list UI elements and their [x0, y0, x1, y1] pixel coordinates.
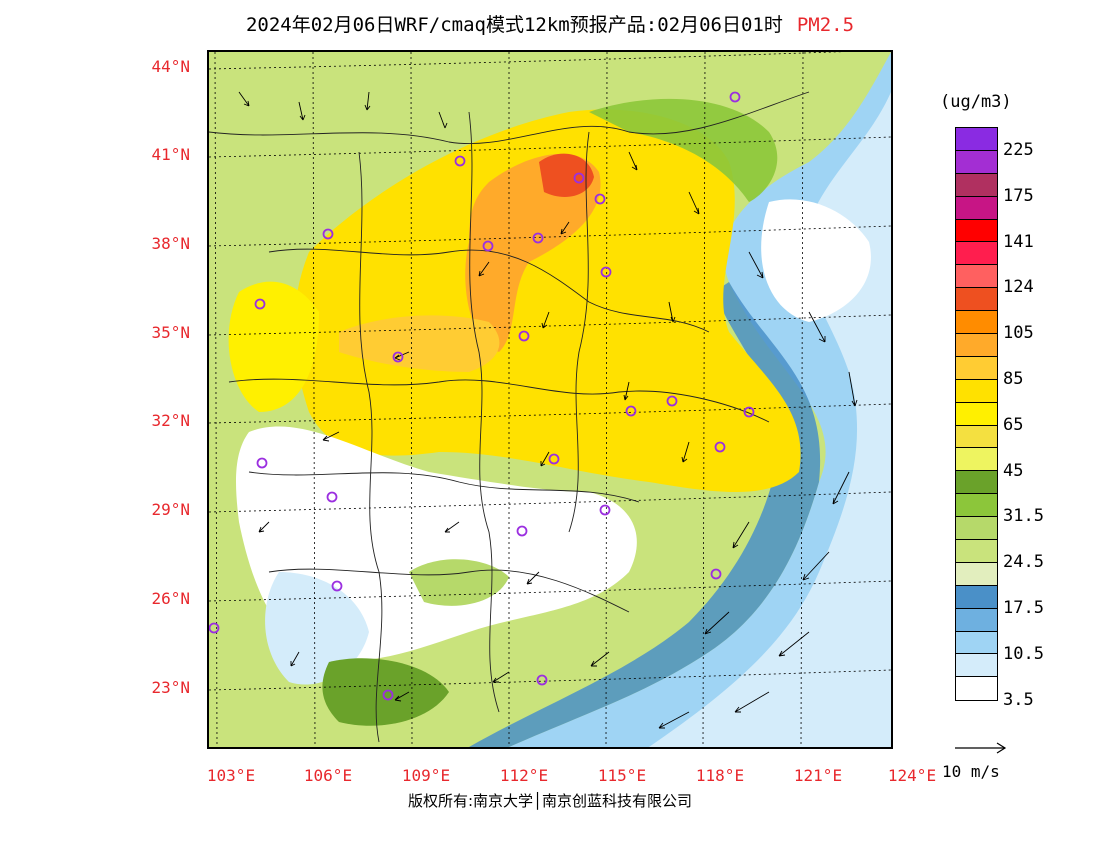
lon-label-103: 103°E [206, 766, 256, 785]
bohai-region [761, 199, 871, 322]
lon-label-121: 121°E [793, 766, 843, 785]
legend-swatch-23 [956, 654, 997, 678]
lat-lon-grid [209, 52, 891, 747]
legend-swatch-1 [956, 150, 997, 174]
legend-swatch-5 [956, 242, 997, 266]
legend-label-10: 17.5 [1003, 597, 1044, 618]
lat-label-26: 26°N [151, 589, 190, 608]
legend-swatch-18 [956, 540, 997, 563]
legend-swatch-6 [956, 265, 997, 289]
orange-hotspot-west [339, 315, 500, 372]
city-station-markers [209, 91, 755, 701]
legend-label-1: 175 [1003, 185, 1034, 206]
lat-label-44: 44°N [151, 57, 190, 76]
province-boundaries [209, 91, 810, 743]
legend-label-3: 124 [1003, 277, 1034, 298]
legend-label-8: 31.5 [1003, 506, 1044, 527]
legend-swatch-19 [956, 562, 997, 586]
color-legend [955, 127, 998, 702]
title-text: 2024年02月06日WRF/cmaq模式12km预报产品:02月06日01时 [245, 14, 783, 36]
pm25-forecast-map [207, 50, 893, 749]
red-hotspot [539, 153, 594, 197]
legend-label-11: 10.5 [1003, 643, 1044, 664]
legend-swatch-21 [956, 608, 997, 632]
lon-label-109: 109°E [401, 766, 451, 785]
lon-label-106: 106°E [303, 766, 353, 785]
map-title: 2024年02月06日WRF/cmaq模式12km预报产品:02月06日01时 P… [0, 10, 1100, 37]
legend-swatch-8 [956, 311, 997, 335]
lon-label-112: 112°E [499, 766, 549, 785]
legend-swatch-14 [956, 448, 997, 472]
legend-swatch-4 [956, 219, 997, 243]
lat-label-35: 35°N [151, 323, 190, 342]
legend-label-5: 85 [1003, 368, 1024, 389]
lat-label-23: 23°N [151, 678, 190, 697]
orange-hotspot-north [465, 153, 601, 352]
legend-label-7: 45 [1003, 460, 1024, 481]
legend-swatch-10 [956, 356, 997, 380]
legend-swatch-20 [956, 585, 997, 609]
lat-label-38: 38°N [151, 234, 190, 253]
legend-label-12: 3.5 [1003, 689, 1034, 710]
wind-reference-arrow [955, 742, 1007, 754]
legend-swatch-17 [956, 517, 997, 541]
legend-swatch-12 [956, 402, 997, 426]
legend-swatch-2 [956, 173, 997, 197]
lat-label-29: 29°N [151, 500, 190, 519]
legend-swatch-13 [956, 425, 997, 449]
legend-swatch-11 [956, 379, 997, 403]
units-label: (ug/m3) [940, 92, 1012, 112]
legend-swatch-0 [956, 128, 997, 151]
wind-vectors [238, 91, 858, 729]
legend-swatch-9 [956, 334, 997, 357]
legend-swatch-16 [956, 494, 997, 518]
copyright: 版权所有:南京大学│南京创蓝科技有限公司 [407, 792, 693, 810]
lon-label-124: 124°E [887, 766, 937, 785]
legend-label-4: 105 [1003, 323, 1034, 344]
legend-swatch-7 [956, 288, 997, 312]
wind-reference-label: 10 m/s [942, 762, 1000, 781]
lat-label-32: 32°N [151, 411, 190, 430]
legend-label-6: 65 [1003, 414, 1024, 435]
lat-label-41: 41°N [151, 145, 190, 164]
legend-label-9: 24.5 [1003, 552, 1044, 573]
low-pm-zone-south [265, 572, 369, 685]
pollutant-label: PM2.5 [796, 14, 855, 36]
legend-label-2: 141 [1003, 231, 1034, 252]
green-zone-south [322, 658, 449, 726]
lon-label-115: 115°E [597, 766, 647, 785]
legend-swatch-22 [956, 631, 997, 655]
legend-label-0: 225 [1003, 139, 1034, 160]
legend-swatch-3 [956, 196, 997, 220]
green-zone-north [589, 98, 778, 202]
legend-swatch-24 [956, 677, 997, 701]
coastal-band [469, 282, 821, 747]
legend-swatch-15 [956, 471, 997, 495]
lon-label-118: 118°E [695, 766, 745, 785]
